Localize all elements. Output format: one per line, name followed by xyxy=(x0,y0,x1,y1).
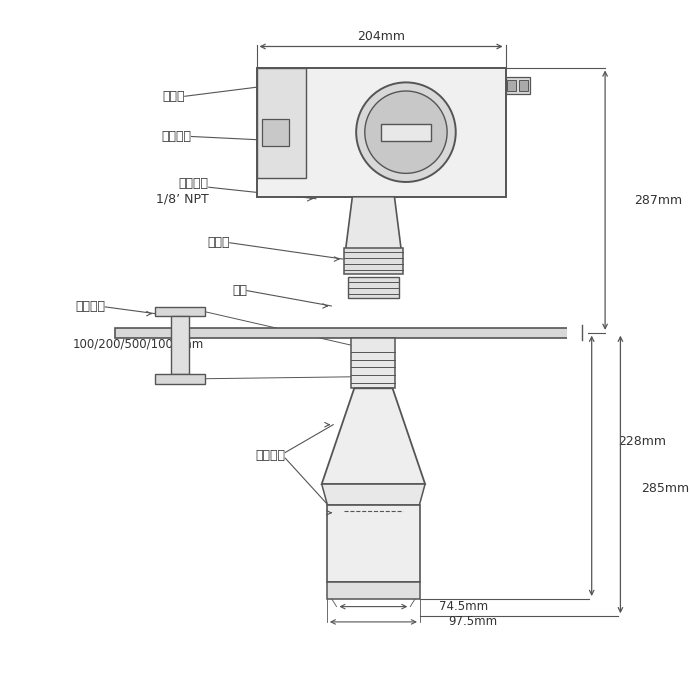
Bar xyxy=(257,68,506,197)
Polygon shape xyxy=(322,389,425,484)
Bar xyxy=(327,582,420,599)
Bar xyxy=(352,337,395,388)
Bar xyxy=(327,505,420,582)
Text: 外壳盖: 外壳盖 xyxy=(163,90,185,103)
Bar xyxy=(172,316,189,374)
Text: 吹扫入口
1/8’ NPT: 吹扫入口 1/8’ NPT xyxy=(156,177,209,205)
Bar xyxy=(155,307,205,316)
Polygon shape xyxy=(322,484,425,505)
Text: 228mm: 228mm xyxy=(619,435,666,449)
Circle shape xyxy=(365,91,447,174)
Text: 204mm: 204mm xyxy=(357,30,405,43)
Bar xyxy=(257,68,307,178)
Circle shape xyxy=(356,83,456,182)
Bar xyxy=(115,328,584,337)
Text: 瞌准器: 瞌准器 xyxy=(208,237,230,249)
Bar xyxy=(567,326,588,340)
Text: 显示窗口: 显示窗口 xyxy=(161,130,192,143)
Polygon shape xyxy=(345,197,401,249)
Bar xyxy=(507,80,516,92)
Bar xyxy=(262,119,289,146)
Text: 喂叭天线: 喂叭天线 xyxy=(255,449,285,462)
Text: 74.5mm: 74.5mm xyxy=(439,600,488,613)
Text: 285mm: 285mm xyxy=(641,482,690,496)
Bar xyxy=(344,248,403,274)
Bar xyxy=(155,374,205,384)
Bar xyxy=(347,277,399,298)
Text: 可延长段: 可延长段 xyxy=(75,300,105,314)
Text: 97.5mm: 97.5mm xyxy=(448,615,498,629)
Bar xyxy=(506,77,531,94)
Text: 法兰: 法兰 xyxy=(232,284,247,297)
Bar xyxy=(519,80,527,92)
Bar xyxy=(381,124,431,141)
Text: 287mm: 287mm xyxy=(634,194,682,206)
Text: 100/200/500/1000mm: 100/200/500/1000mm xyxy=(73,338,204,351)
